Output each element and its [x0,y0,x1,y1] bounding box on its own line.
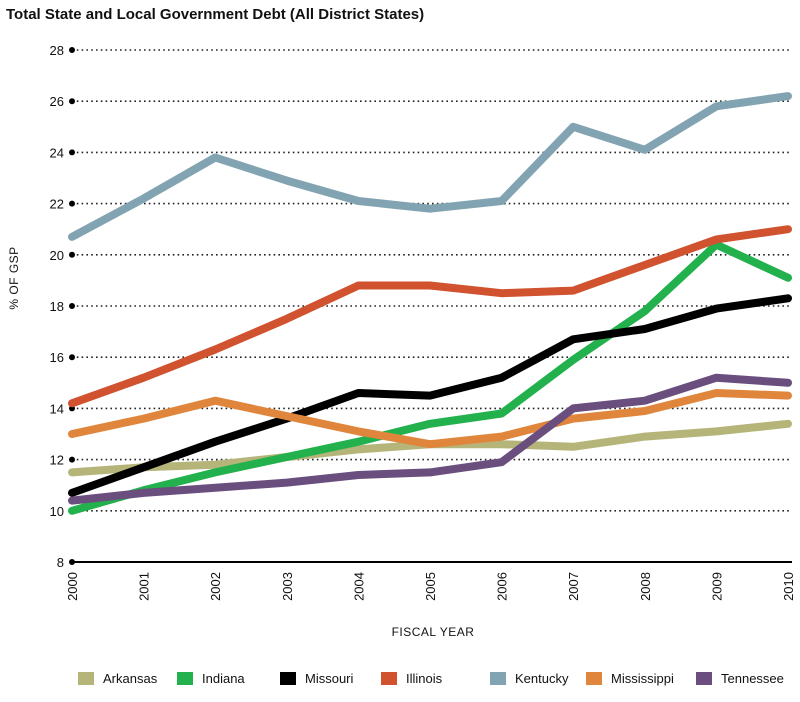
series-line-tennessee [68,373,792,505]
chart-title: Total State and Local Government Debt (A… [6,6,425,23]
y-tick-mark [69,456,75,463]
series-lines [68,92,792,515]
y-tick-label: 28 [50,43,64,58]
x-tick-label: 2008 [638,572,653,601]
x-tick-label: 2002 [208,572,223,601]
x-tick-label: 2000 [65,572,80,601]
legend-swatch [490,671,506,685]
legend-item-tennessee: Tennessee [696,668,784,688]
legend-swatch [280,671,296,685]
series-line-indiana [68,240,792,515]
series-line-illinois [68,225,792,408]
legend-label: Arkansas [103,670,158,686]
y-tick-mark [69,354,75,361]
legend-swatch [381,671,397,685]
y-tick-mark [69,559,75,565]
legend-item-missouri: Missouri [280,668,353,688]
y-tick-label: 16 [50,350,64,365]
y-tick-mark [69,200,75,207]
x-tick-label: 2010 [781,572,796,601]
y-tick-mark [69,98,75,105]
y-tick-label: 22 [50,197,64,212]
x-axis: 2000 2001 2002 2003 2004 2005 2006 2007 2008 2009… [65,572,796,601]
x-tick-label: 2007 [566,572,581,601]
y-axis-label: % OF GSP [7,246,21,309]
legend-swatch [177,671,193,685]
legend-label: Indiana [202,670,245,686]
legend: Arkansas Indiana Missouri Illinois Kentucky M… [70,668,800,688]
legend-swatch [696,671,712,685]
series-line-kentucky [68,92,792,241]
legend-label: Tennessee [721,670,784,686]
x-tick-label: 2004 [351,572,366,601]
y-tick-label: 14 [50,401,64,416]
y-tick-mark [69,47,75,53]
y-tick-label: 10 [50,504,64,519]
x-axis-label: FISCAL YEAR [392,625,475,639]
legend-item-illinois: Illinois [381,668,442,688]
y-tick-label: 26 [50,94,64,109]
legend-label: Kentucky [515,670,569,686]
x-tick-label: 2009 [709,572,724,601]
x-tick-label: 2005 [423,572,438,601]
legend-item-indiana: Indiana [177,668,245,688]
y-tick-label: 8 [57,555,64,570]
y-tick-label: 24 [50,145,64,160]
x-tick-label: 2006 [495,572,510,601]
legend-item-mississippi: Mississippi [586,668,674,688]
legend-swatch [586,671,602,685]
y-tick-label: 20 [50,248,64,263]
y-tick-mark [69,303,75,309]
legend-swatch [78,671,94,685]
legend-item-arkansas: Arkansas [78,668,157,688]
legend-label: Illinois [406,670,443,686]
y-tick-mark [69,149,75,156]
legend-item-kentucky: Kentucky [490,668,568,688]
legend-label: Missouri [305,670,354,686]
x-tick-label: 2003 [280,572,295,601]
y-tick-label: 12 [50,453,64,468]
x-tick-label: 2001 [137,572,152,601]
y-tick-mark [69,251,75,258]
series-line-missouri [68,294,792,497]
y-axis: 8 10 12 14 16 18 20 22 24 26 28 [50,43,75,570]
series-line-mississippi [68,389,792,449]
legend-label: Mississippi [611,670,674,686]
y-tick-label: 18 [50,299,64,314]
